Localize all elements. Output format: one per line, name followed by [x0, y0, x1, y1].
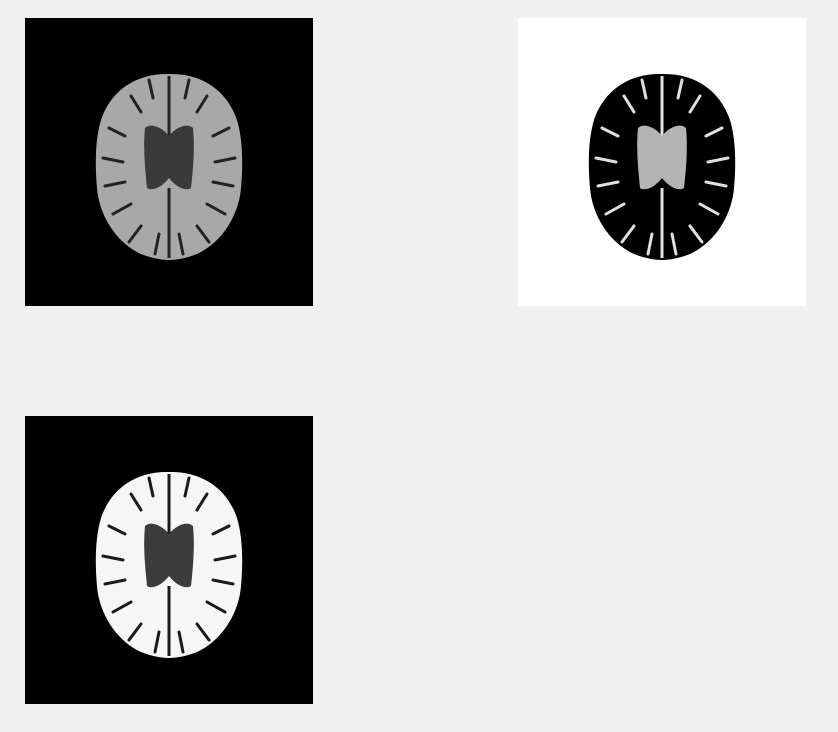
original-sulcus	[213, 156, 237, 164]
complement-sulcus	[676, 78, 684, 100]
enhanced-sulcus	[213, 554, 237, 562]
enhanced-sulcus	[107, 524, 127, 536]
original-sulcus	[147, 78, 155, 100]
original-sulcus	[211, 126, 231, 138]
original-sulcus	[183, 78, 191, 100]
enhanced-sulcus	[111, 600, 133, 614]
enhanced-mri-axes	[25, 416, 313, 704]
enhanced-sulcus	[195, 622, 211, 642]
complement-sulcus	[646, 232, 654, 256]
original-ventricles	[144, 125, 194, 190]
original-sulcus	[111, 202, 133, 216]
enhanced-sulcus	[211, 578, 235, 586]
complement-sulcus	[604, 202, 626, 216]
complement-sulcus	[620, 224, 636, 244]
enhanced-sulcus	[205, 600, 227, 614]
complement-mri-image	[518, 18, 806, 306]
original-sulcus	[195, 94, 209, 114]
complement-sulcus	[670, 232, 678, 256]
enhanced-sulcus	[211, 524, 231, 536]
complement-sulcus	[704, 180, 728, 188]
complement-sulcus	[600, 126, 620, 138]
enhanced-sulcus	[103, 578, 127, 586]
enhanced-sulcus	[177, 630, 185, 654]
enhanced-sulcus	[127, 622, 143, 642]
original-mri-axes	[25, 18, 313, 306]
complement-sulcus	[688, 224, 704, 244]
complement-sulcus	[594, 156, 618, 164]
enhanced-sulcus	[129, 492, 143, 512]
original-sulcus	[153, 232, 161, 256]
original-sulcus	[205, 202, 227, 216]
enhanced-sulcus	[153, 630, 161, 654]
enhanced-sulcus	[195, 492, 209, 512]
complement-sulcus	[688, 94, 702, 114]
complement-sulcus	[704, 126, 724, 138]
original-sulcus	[107, 126, 127, 138]
original-sulcus	[129, 94, 143, 114]
complement-ventricles	[637, 125, 687, 190]
enhanced-ventricles	[144, 523, 194, 588]
original-sulcus	[103, 180, 127, 188]
original-mri-image	[25, 18, 313, 306]
complement-mri-axes	[518, 18, 806, 306]
enhanced-sulcus	[147, 476, 155, 498]
enhanced-sulcus	[101, 554, 125, 562]
original-sulcus	[101, 156, 125, 164]
original-sulcus	[195, 224, 211, 244]
enhanced-mri-image	[25, 416, 313, 704]
complement-sulcus	[596, 180, 620, 188]
original-sulcus	[177, 232, 185, 256]
complement-sulcus	[698, 202, 720, 216]
original-sulcus	[211, 180, 235, 188]
complement-sulcus	[622, 94, 636, 114]
complement-sulcus	[640, 78, 648, 100]
enhanced-sulcus	[183, 476, 191, 498]
complement-sulcus	[706, 156, 730, 164]
original-sulcus	[127, 224, 143, 244]
